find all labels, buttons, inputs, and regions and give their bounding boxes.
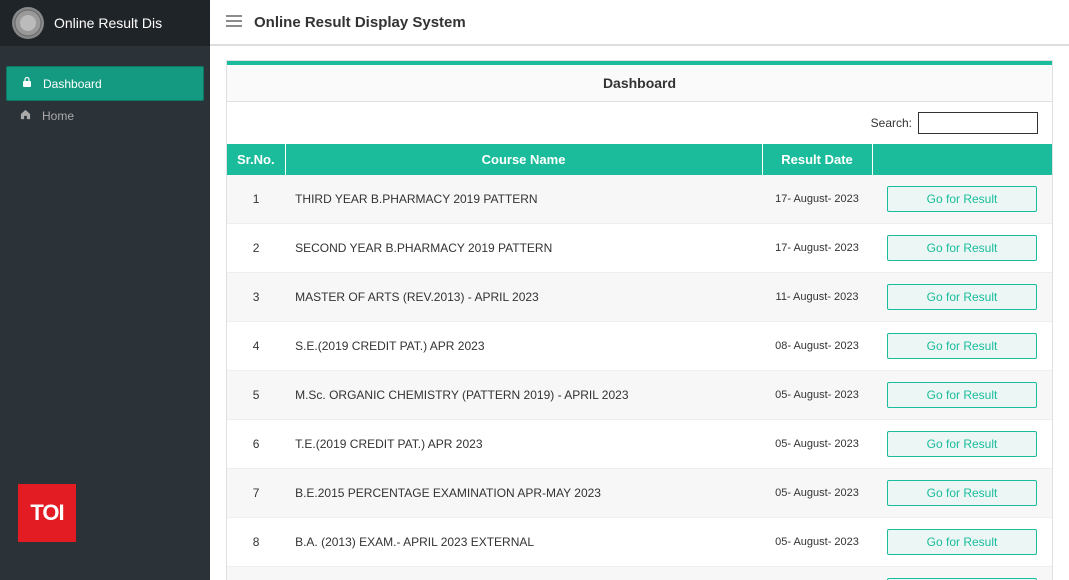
table-row: 4S.E.(2019 CREDIT PAT.) APR 202308- Augu…: [227, 322, 1052, 371]
sidebar-header: Online Result Dis: [0, 0, 210, 46]
cell-date: 08- August- 2023: [762, 322, 872, 371]
sidebar-item-dashboard[interactable]: Dashboard: [6, 66, 204, 101]
results-table: Sr.No. Course Name Result Date 1THIRD YE…: [227, 144, 1052, 580]
table-row: 9M.Sc. ANALYTICAL CHEMISTRY (PATTERN 201…: [227, 567, 1052, 580]
go-for-result-button[interactable]: Go for Result: [887, 333, 1037, 359]
cell-action: Go for Result: [872, 518, 1052, 567]
table-row: 3MASTER OF ARTS (REV.2013) - APRIL 20231…: [227, 273, 1052, 322]
col-header-course[interactable]: Course Name: [285, 144, 762, 175]
cell-date: 05- August- 2023: [762, 371, 872, 420]
cell-sr: 2: [227, 224, 285, 273]
cell-action: Go for Result: [872, 175, 1052, 224]
go-for-result-button[interactable]: Go for Result: [887, 382, 1037, 408]
cell-sr: 4: [227, 322, 285, 371]
table-row: 6T.E.(2019 CREDIT PAT.) APR 202305- Augu…: [227, 420, 1052, 469]
go-for-result-button[interactable]: Go for Result: [887, 480, 1037, 506]
lock-icon: [21, 76, 35, 91]
table-row: 8B.A. (2013) EXAM.- APRIL 2023 EXTERNAL0…: [227, 518, 1052, 567]
cell-action: Go for Result: [872, 322, 1052, 371]
cell-course: M.Sc. ORGANIC CHEMISTRY (PATTERN 2019) -…: [285, 371, 762, 420]
cell-sr: 5: [227, 371, 285, 420]
go-for-result-button[interactable]: Go for Result: [887, 431, 1037, 457]
sidebar-nav: Dashboard Home: [0, 46, 210, 131]
cell-action: Go for Result: [872, 420, 1052, 469]
col-header-date[interactable]: Result Date: [762, 144, 872, 175]
table-row: 1THIRD YEAR B.PHARMACY 2019 PATTERN17- A…: [227, 175, 1052, 224]
go-for-result-button[interactable]: Go for Result: [887, 284, 1037, 310]
sidebar-item-home[interactable]: Home: [0, 101, 210, 131]
go-for-result-button[interactable]: Go for Result: [887, 529, 1037, 555]
cell-course: T.E.(2019 CREDIT PAT.) APR 2023: [285, 420, 762, 469]
cell-action: Go for Result: [872, 224, 1052, 273]
cell-action: Go for Result: [872, 469, 1052, 518]
dashboard-panel: Dashboard Search: Sr.No. Course Name Res…: [226, 60, 1053, 580]
cell-course: S.E.(2019 CREDIT PAT.) APR 2023: [285, 322, 762, 371]
content-area: Dashboard Search: Sr.No. Course Name Res…: [210, 46, 1069, 580]
cell-sr: 8: [227, 518, 285, 567]
topbar: Online Result Display System: [210, 0, 1069, 46]
cell-sr: 3: [227, 273, 285, 322]
cell-sr: 9: [227, 567, 285, 580]
table-row: 7B.E.2015 PERCENTAGE EXAMINATION APR-MAY…: [227, 469, 1052, 518]
cell-date: 11- August- 2023: [762, 273, 872, 322]
page-title: Online Result Display System: [254, 14, 466, 31]
toi-watermark: TOI: [18, 484, 76, 542]
cell-date: 03- August- 2023: [762, 567, 872, 580]
menu-toggle-icon[interactable]: [226, 15, 242, 30]
brand-title: Online Result Dis: [54, 15, 162, 31]
cell-course: M.Sc. ANALYTICAL CHEMISTRY (PATTERN 2019…: [285, 567, 762, 580]
col-header-sr[interactable]: Sr.No.: [227, 144, 285, 175]
cell-course: B.A. (2013) EXAM.- APRIL 2023 EXTERNAL: [285, 518, 762, 567]
cell-date: 17- August- 2023: [762, 224, 872, 273]
cell-action: Go for Result: [872, 371, 1052, 420]
cell-course: SECOND YEAR B.PHARMACY 2019 PATTERN: [285, 224, 762, 273]
go-for-result-button[interactable]: Go for Result: [887, 235, 1037, 261]
cell-course: B.E.2015 PERCENTAGE EXAMINATION APR-MAY …: [285, 469, 762, 518]
cell-date: 05- August- 2023: [762, 469, 872, 518]
sidebar-item-label: Home: [42, 109, 74, 123]
sidebar-item-label: Dashboard: [43, 77, 102, 91]
search-input[interactable]: [918, 112, 1038, 134]
cell-sr: 7: [227, 469, 285, 518]
cell-course: MASTER OF ARTS (REV.2013) - APRIL 2023: [285, 273, 762, 322]
cell-action: Go for Result: [872, 567, 1052, 580]
main-content: Online Result Display System Dashboard S…: [210, 0, 1069, 580]
table-row: 2SECOND YEAR B.PHARMACY 2019 PATTERN17- …: [227, 224, 1052, 273]
cell-date: 17- August- 2023: [762, 175, 872, 224]
cell-date: 05- August- 2023: [762, 518, 872, 567]
go-for-result-button[interactable]: Go for Result: [887, 186, 1037, 212]
table-row: 5M.Sc. ORGANIC CHEMISTRY (PATTERN 2019) …: [227, 371, 1052, 420]
cell-date: 05- August- 2023: [762, 420, 872, 469]
col-header-action: [872, 144, 1052, 175]
panel-heading: Dashboard: [227, 65, 1052, 102]
cell-sr: 6: [227, 420, 285, 469]
home-icon: [20, 109, 34, 123]
search-label: Search:: [871, 116, 912, 130]
cell-sr: 1: [227, 175, 285, 224]
cell-action: Go for Result: [872, 273, 1052, 322]
cell-course: THIRD YEAR B.PHARMACY 2019 PATTERN: [285, 175, 762, 224]
university-logo: [12, 7, 44, 39]
search-row: Search:: [227, 102, 1052, 144]
